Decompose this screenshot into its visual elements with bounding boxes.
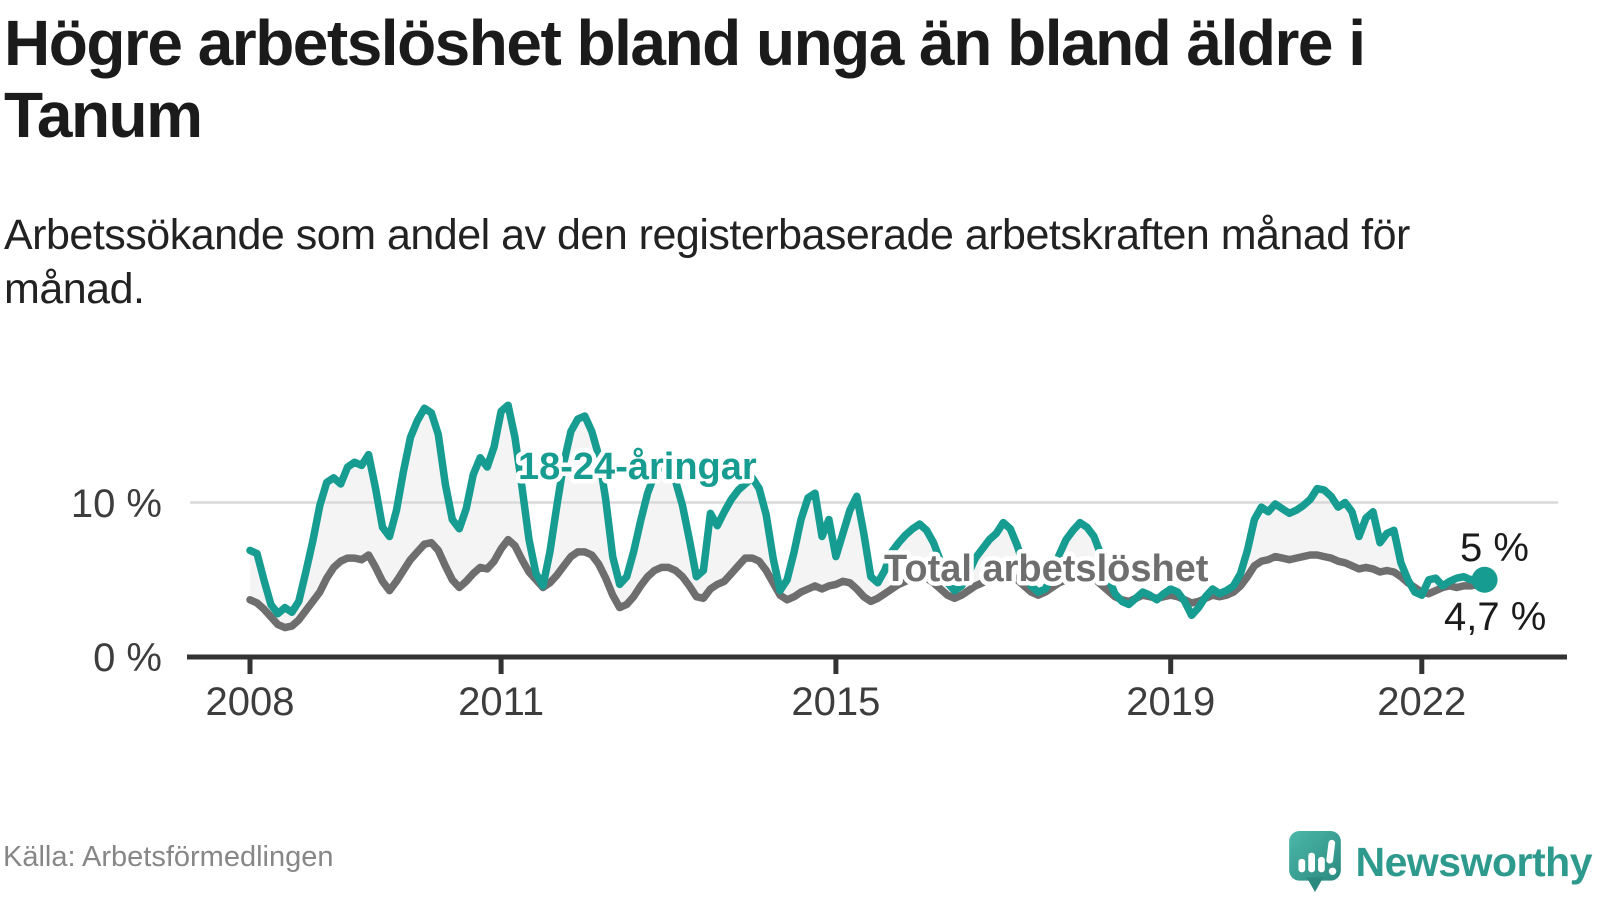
- bar-2: [1307, 852, 1315, 873]
- total-series-label: Total arbetslöshet: [884, 548, 1209, 590]
- exclamation-bar: [1325, 839, 1335, 864]
- page-title: Högre arbetslöshet bland unga än bland ä…: [4, 7, 1366, 151]
- x-axis-tick-label: 2015: [791, 680, 880, 724]
- total-unemployment-line: [246, 535, 1489, 632]
- brand-name: Newsworthy: [1355, 838, 1593, 885]
- newsworthy-icon: [1288, 831, 1341, 892]
- speech-bubble-tail: [1306, 877, 1323, 892]
- youth-unemployment-line: [246, 401, 1489, 620]
- exclamation-dot: [1328, 867, 1336, 876]
- x-axis-tick-label: 2008: [206, 680, 295, 724]
- chart-subtitle: Arbetssökande som andel av den registerb…: [4, 211, 1410, 314]
- y-axis-label-0: 0 %: [93, 636, 162, 680]
- x-axis-tick-label: 2022: [1377, 680, 1466, 724]
- x-axis-tick-label: 2011: [458, 680, 544, 724]
- x-axis-tick-labels: 2008 2011 2015 2019 2022: [206, 680, 1467, 724]
- source-note: Källa: Arbetsförmedlingen: [3, 841, 334, 873]
- bar-1: [1297, 858, 1305, 873]
- youth-series-end-dot: [1471, 566, 1498, 593]
- x-axis-ticks: [247, 657, 1425, 674]
- youth-end-value-label: 5 %: [1460, 526, 1529, 570]
- x-axis-tick-label: 2019: [1126, 680, 1215, 724]
- brand-logo: Newsworthy: [1288, 831, 1593, 893]
- bar-3: [1317, 856, 1325, 873]
- youth-series-label: 18-24-åringar: [518, 446, 757, 488]
- total-end-value-label: 4,7 %: [1444, 595, 1546, 639]
- y-axis-label-10: 10 %: [71, 482, 162, 526]
